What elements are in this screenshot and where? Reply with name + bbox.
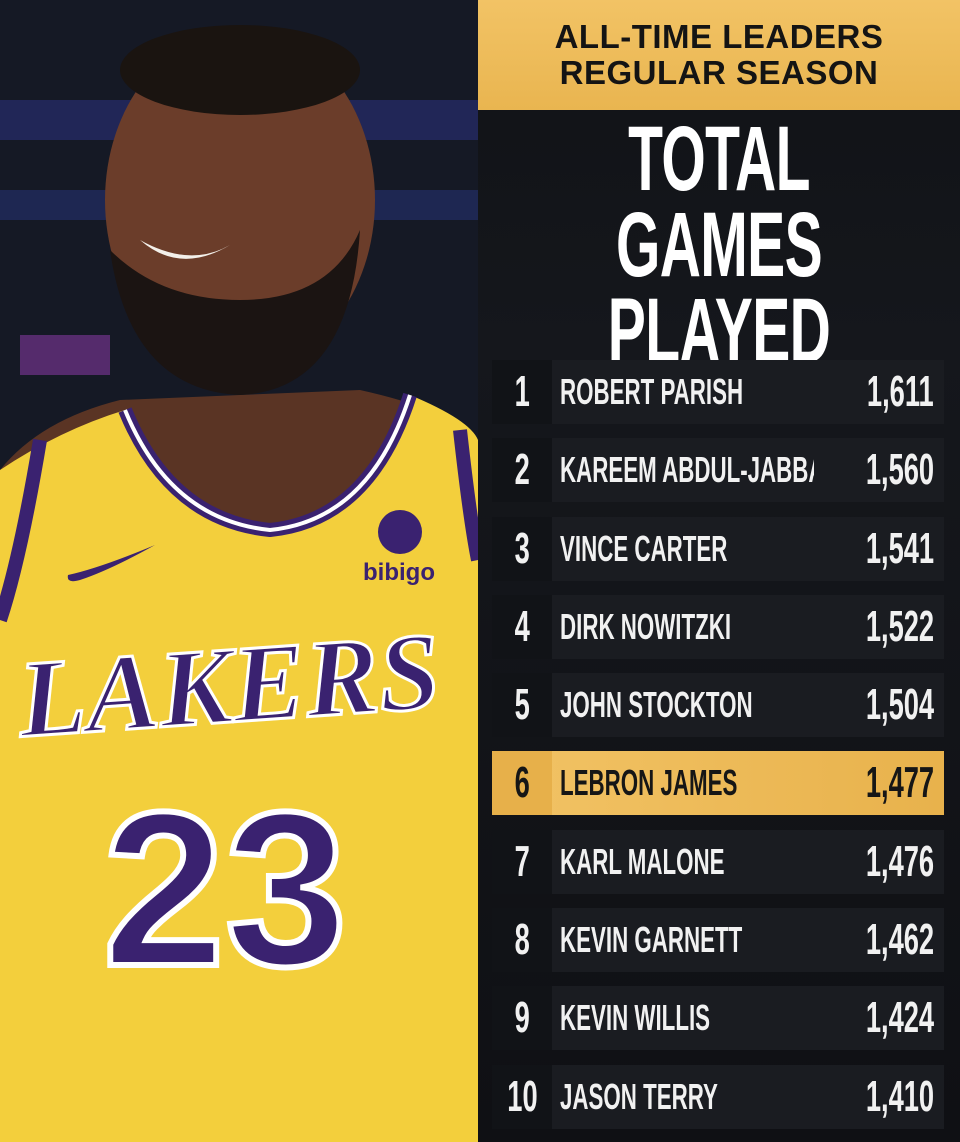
banner-line-2: REGULAR SEASON <box>559 54 879 91</box>
games-value: 1,410 <box>865 1071 934 1121</box>
rank-number: 5 <box>514 680 530 730</box>
games-value: 1,522 <box>865 601 934 651</box>
player-name: LEBRON JAMES <box>560 762 738 804</box>
player-name: KEVIN GARNETT <box>560 919 743 961</box>
player-illustration: bibigo LAKERS 23 <box>0 0 478 1142</box>
rank-number: 6 <box>514 758 530 808</box>
leader-row: 1 ROBERT PARISH 1,611 <box>492 360 944 424</box>
banner-line-1: ALL-TIME LEADERS <box>554 18 884 55</box>
games-value: 1,611 <box>867 367 934 416</box>
leader-row: 2 KAREEM ABDUL-JABBAR 1,560 <box>492 438 944 503</box>
leader-row: 5 JOHN STOCKTON 1,504 <box>492 673 944 738</box>
leader-row: 7 KARL MALONE 1,476 <box>492 829 944 894</box>
player-name: JOHN STOCKTON <box>560 684 753 726</box>
player-photo: bibigo LAKERS 23 <box>0 0 478 1142</box>
rank-number: 1 <box>514 367 530 416</box>
games-value: 1,560 <box>865 445 934 495</box>
leader-row: 9 KEVIN WILLIS 1,424 <box>492 986 944 1051</box>
player-name: JASON TERRY <box>560 1075 718 1117</box>
page-title: TOTAL GAMES PLAYED <box>570 108 869 382</box>
leader-row: 10 JASON TERRY 1,410 <box>492 1064 944 1129</box>
rank-number: 2 <box>514 445 530 495</box>
header-banner: ALL-TIME LEADERS REGULAR SEASON <box>478 0 960 110</box>
rank-number: 9 <box>514 993 530 1043</box>
leaders-list: 1 ROBERT PARISH 1,611 2 KAREEM ABDUL-JAB… <box>492 360 944 1142</box>
leader-row-highlighted: 6 LEBRON JAMES 1,477 <box>492 751 944 816</box>
games-value: 1,462 <box>865 915 934 965</box>
games-value: 1,541 <box>865 523 934 573</box>
player-name: KAREEM ABDUL-JABBAR <box>560 449 814 491</box>
rank-number: 8 <box>514 915 530 965</box>
player-name: KARL MALONE <box>560 840 725 882</box>
rank-number: 7 <box>514 836 530 886</box>
sponsor-text: bibigo <box>363 559 435 586</box>
leader-row: 8 KEVIN GARNETT 1,462 <box>492 908 944 973</box>
rank-number: 4 <box>514 601 530 651</box>
games-value: 1,477 <box>865 758 934 808</box>
jersey-number-text: 23 <box>103 766 348 1012</box>
title-line-2: GAMES PLAYED <box>607 194 831 382</box>
rank-number: 10 <box>506 1071 538 1121</box>
player-name: DIRK NOWITZKI <box>560 605 732 647</box>
games-value: 1,424 <box>865 993 934 1043</box>
rank-number: 3 <box>514 523 530 573</box>
player-name: KEVIN WILLIS <box>560 997 711 1039</box>
leader-row: 4 DIRK NOWITZKI 1,522 <box>492 594 944 659</box>
player-name: VINCE CARTER <box>560 527 728 569</box>
leader-row: 3 VINCE CARTER 1,541 <box>492 516 944 581</box>
player-name: ROBERT PARISH <box>560 371 744 412</box>
games-value: 1,504 <box>865 680 934 730</box>
games-value: 1,476 <box>865 836 934 886</box>
title-line-1: TOTAL <box>628 108 810 210</box>
leaderboard-panel: ALL-TIME LEADERS REGULAR SEASON TOTAL GA… <box>478 0 960 1142</box>
